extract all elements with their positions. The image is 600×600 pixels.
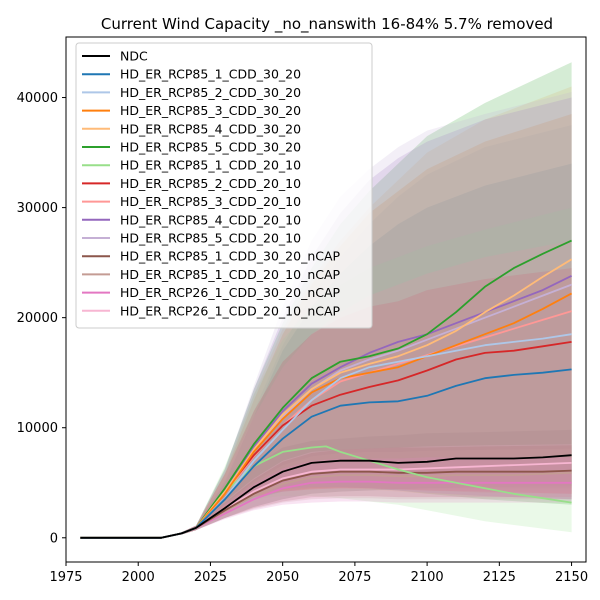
legend-label: HD_ER_RCP85_4_CDD_30_20: [120, 121, 301, 136]
legend: NDC HD_ER_RCP85_1_CDD_30_20 HD_ER_RCP85_2_…: [75, 42, 373, 329]
y-tick-label: 0: [50, 531, 58, 546]
legend-label: HD_ER_RCP85_5_CDD_30_20: [120, 140, 301, 155]
y-tick-label: 20000: [17, 311, 58, 326]
band-ndc: [80, 429, 572, 538]
band-hd-er-rcp85-1-cdd-20-10-ncap: [80, 448, 572, 538]
chart-title: Current Wind Capacity _no_nanswith 16-84…: [101, 15, 553, 34]
plot-frame: [65, 36, 587, 563]
x-tick-label: 2025: [194, 570, 227, 585]
legend-label: HD_ER_RCP85_3_CDD_20_10: [120, 194, 301, 209]
legend-label: HD_ER_RCP85_1_CDD_30_20: [120, 67, 301, 82]
band-hd-er-rcp85-2-cdd-20-10: [80, 268, 572, 538]
y-tick-label: 30000: [17, 201, 58, 216]
x-tick-label: 1975: [49, 570, 82, 585]
legend-label: HD_ER_RCP85_3_CDD_30_20: [120, 103, 301, 118]
legend-label: HD_ER_RCP85_1_CDD_20_10_nCAP: [120, 267, 341, 282]
y-tick-label: 10000: [17, 421, 58, 436]
series-lines: [80, 239, 573, 539]
legend-label: HD_ER_RCP85_1_CDD_30_20_nCAP: [120, 249, 341, 264]
line-ndc: [80, 454, 572, 539]
x-tick-label: 2125: [483, 570, 516, 585]
legend-box: [75, 42, 373, 329]
legend-label: HD_ER_RCP85_1_CDD_20_10: [120, 158, 301, 173]
legend-label: HD_ER_RCP85_5_CDD_20_10: [120, 231, 301, 246]
x-tick-label: 2150: [555, 570, 588, 585]
y-tick-label: 40000: [17, 91, 58, 106]
legend-label: HD_ER_RCP26_1_CDD_20_10_nCAP: [120, 303, 341, 318]
band-hd-er-rcp85-2-cdd-30-20: [80, 125, 572, 538]
legend-label: HD_ER_RCP85_2_CDD_30_20: [120, 85, 301, 100]
x-tick-label: 2100: [411, 570, 444, 585]
legend-label: HD_ER_RCP26_1_CDD_30_20_nCAP: [120, 285, 341, 300]
x-tick-label: 2000: [122, 570, 155, 585]
x-tick-label: 2075: [338, 570, 371, 585]
legend-label: HD_ER_RCP85_2_CDD_20_10: [120, 176, 301, 191]
legend-label: HD_ER_RCP85_4_CDD_20_10: [120, 212, 301, 227]
x-tick-label: 2050: [266, 570, 299, 585]
band-hd-er-rcp26-1-cdd-30-20-ncap: [80, 457, 572, 538]
band-hd-er-rcp85-1-cdd-20-10: [80, 207, 572, 538]
band-hd-er-rcp85-1-cdd-30-20: [80, 163, 572, 538]
legend-label: NDC: [120, 49, 148, 64]
axes: 1975 2000 2025 2050 2075 2100 2125 2150 0 10000 20…: [17, 91, 588, 585]
